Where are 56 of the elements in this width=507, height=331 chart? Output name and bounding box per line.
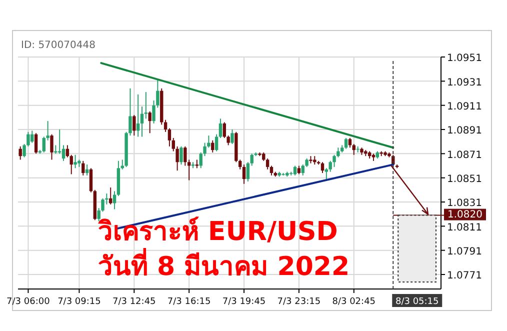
candlestick [82,160,85,176]
candlestick [293,165,297,176]
candlestick [230,129,234,144]
candlestick [136,94,140,138]
y-tick-label: 1.0791 [447,246,482,258]
y-tick-label: 1.0871 [447,150,482,161]
text: วันที่ 8 มีนาคม 2022 [98,247,350,282]
candlestick [66,144,70,158]
y-tick-label: 1.0891 [447,126,482,137]
x-tick-label: 7/3 09:15 [58,297,101,307]
candlestick [148,110,152,134]
text: ID: 570070448 [21,40,96,51]
candlestick [270,165,274,176]
candlestick [352,144,356,156]
candlestick [250,153,254,166]
candlestick [168,128,172,147]
ref-line-label: 1.0820 [448,210,482,221]
candlestick [30,130,34,144]
candlestick [34,132,38,154]
candlestick [164,119,168,132]
candlestick [50,134,54,160]
candlestick [18,146,22,160]
candlestick [74,154,77,169]
y-tick-label: 1.0951 [447,53,482,64]
y-tick-label: 1.0931 [447,77,482,88]
candlestick [344,137,348,150]
candlestick [218,118,222,138]
candlestick [348,137,352,148]
x-tick-label: 8/3 02:45 [332,297,376,307]
candlestick [140,106,144,138]
x-tick-label: 7/3 12:45 [112,297,156,307]
y-tick-label: 1.0771 [447,270,482,282]
candlestick [85,164,89,176]
candlestick [70,154,73,175]
candlestick [132,114,136,136]
candlestick [320,162,324,174]
candlestick [266,158,270,170]
candlestick [180,146,183,166]
y-tick-label: 1.0831 [447,198,482,210]
x-tick-label: 7/3 19:45 [222,297,266,307]
candlestick [246,162,250,182]
y-tick-label: 1.0911 [447,102,482,113]
text: วิเคราะห์ EUR/USD [98,216,338,247]
candlestick [144,92,148,120]
candlestick [214,134,218,152]
x-tick-label: 7/3 16:15 [167,297,211,307]
x-tick-label: 7/3 06:00 [6,297,50,307]
y-tick-label: 1.0851 [447,174,482,186]
candlestick [242,164,246,184]
candlestick [89,168,93,193]
ref-line-label: 8/3 05:15 [395,297,439,307]
x-tick-label: 7/3 23:15 [277,297,321,307]
candlestick [62,144,66,162]
y-tick-label: 1.0811 [447,222,482,234]
candlestick [42,136,46,153]
candlestick [211,140,214,153]
